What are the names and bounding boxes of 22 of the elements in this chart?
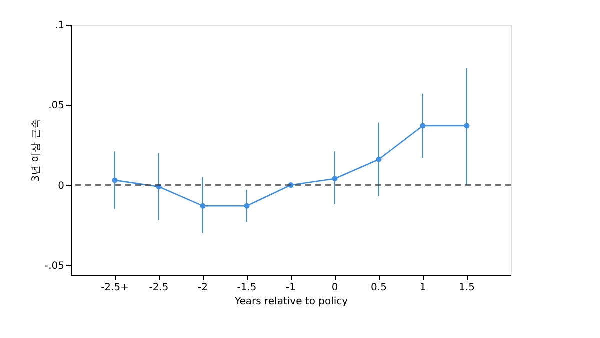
x-tick-label: -1.5: [237, 282, 257, 294]
y-tick-label: .1: [54, 20, 64, 32]
x-tick-label: 0: [332, 282, 338, 294]
point: [420, 123, 426, 129]
y-tick-label: -.05: [44, 260, 64, 272]
x-tick-label: -2.5+: [101, 282, 129, 294]
x-tick-label: -1: [286, 282, 296, 294]
x-tick-label: -2: [198, 282, 208, 294]
point: [112, 178, 118, 184]
point: [200, 203, 206, 209]
x-tick-label: 0.5: [371, 282, 387, 294]
point: [376, 156, 382, 162]
point: [464, 123, 470, 129]
x-tick-label: 1.5: [459, 282, 475, 294]
x-axis-title: Years relative to policy: [234, 296, 348, 308]
point: [332, 176, 338, 182]
x-tick-label: 1: [420, 282, 426, 294]
x-tick-label: -2.5: [149, 282, 169, 294]
point: [244, 203, 250, 209]
y-tick-label: .05: [48, 100, 64, 112]
y-axis-title: 3년 이상 근속: [30, 119, 42, 182]
y-tick-label: 0: [58, 180, 64, 192]
